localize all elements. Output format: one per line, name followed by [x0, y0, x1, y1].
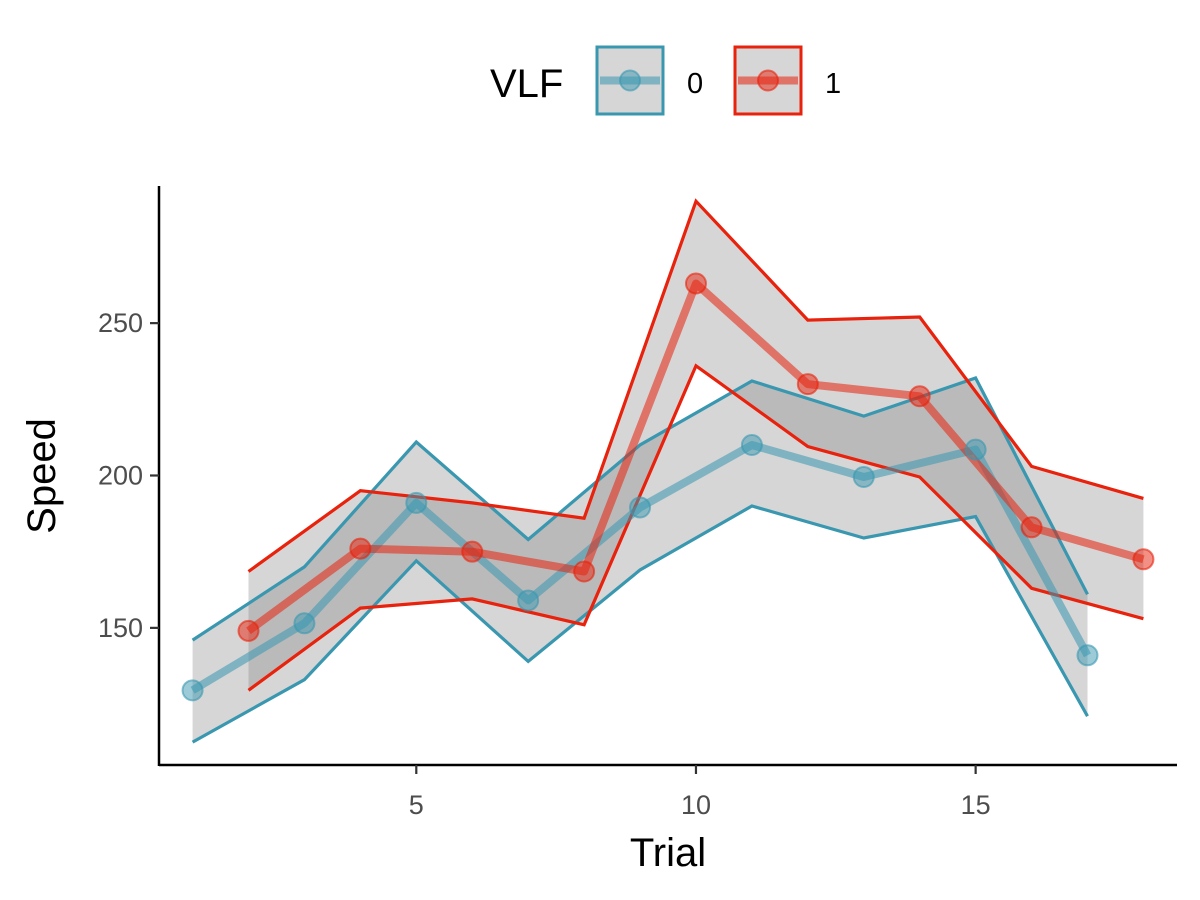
- x-tick-label-15: 15: [961, 790, 991, 820]
- series-points: [181, 272, 1155, 702]
- point-series-0-2: [405, 491, 428, 514]
- point-series-1-4: [684, 272, 707, 295]
- legend-label-1: 1: [825, 68, 841, 100]
- legend: VLF 0 1: [490, 45, 841, 116]
- point-series-1-1: [349, 537, 372, 560]
- y-tick-label-200: 200: [98, 461, 143, 491]
- point-series-0-0: [181, 679, 204, 702]
- y-axis-title: Speed: [20, 418, 64, 534]
- y-tick-label-150: 150: [98, 613, 143, 643]
- point-series-0-3: [517, 589, 540, 612]
- y-tick-label-250: 250: [98, 308, 143, 338]
- point-series-1-0: [237, 619, 260, 642]
- legend-key-point-0: [619, 69, 641, 92]
- point-series-0-1: [293, 612, 316, 635]
- point-series-0-6: [852, 466, 875, 489]
- legend-title: VLF: [490, 62, 563, 106]
- ribbon-series-1: [248, 201, 1144, 691]
- legend-label-0: 0: [687, 68, 703, 100]
- point-series-1-7: [1020, 516, 1043, 539]
- point-series-0-8: [1076, 644, 1099, 667]
- point-series-1-6: [908, 385, 931, 408]
- point-series-0-7: [964, 438, 987, 461]
- point-series-0-5: [740, 434, 763, 457]
- legend-key-point-1: [757, 69, 779, 92]
- point-series-1-5: [796, 373, 819, 396]
- point-series-1-8: [1132, 548, 1155, 571]
- lower-bound-series-0: [191, 504, 1089, 744]
- upper-bound-series-1: [247, 198, 1144, 573]
- ribbon-bounds: [191, 198, 1144, 744]
- point-series-1-2: [461, 540, 484, 563]
- x-axis-ticks: 5 10 15: [409, 765, 991, 820]
- x-tick-label-5: 5: [409, 790, 424, 820]
- point-series-1-3: [573, 560, 596, 583]
- point-series-0-4: [629, 496, 652, 519]
- x-axis-title: Trial: [630, 831, 706, 875]
- x-tick-label-10: 10: [681, 790, 711, 820]
- upper-bound-series-0: [191, 376, 1089, 642]
- y-axis-ticks: 150 200 250: [98, 308, 159, 643]
- lower-bound-series-1: [247, 363, 1144, 692]
